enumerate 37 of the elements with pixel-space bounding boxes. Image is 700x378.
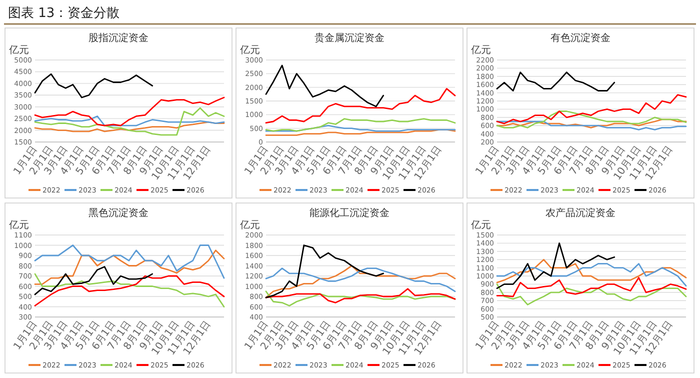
chart-title: 能源化工沉淀资金 <box>310 207 390 219</box>
line-series <box>496 263 687 287</box>
line-series <box>496 94 687 124</box>
line-series <box>496 276 687 298</box>
line-series <box>265 288 456 304</box>
line-series <box>34 250 225 285</box>
y-axis-title: 亿元 <box>470 220 491 231</box>
y-axis-title: 亿元 <box>239 45 260 56</box>
line-series <box>265 88 456 124</box>
line-series <box>34 266 154 296</box>
text: 图表 13：资金分散 <box>8 6 120 21</box>
y-axis-title: 亿元 <box>8 45 29 56</box>
line-series <box>265 118 456 132</box>
chart-title: 股指沉淀资金 <box>88 32 148 44</box>
line-series <box>34 116 225 126</box>
line-series <box>34 107 225 136</box>
line-series <box>496 258 687 284</box>
line-series <box>496 110 687 128</box>
line-series <box>496 284 687 306</box>
line-series <box>496 72 616 92</box>
line-series <box>34 96 225 126</box>
line-series <box>265 64 384 108</box>
chart-title: 农产品沉淀资金 <box>546 207 616 219</box>
y-axis-title: 亿元 <box>239 220 260 231</box>
chart-title: 贵金属沉淀资金 <box>314 32 384 44</box>
line-series <box>34 121 225 132</box>
line-series <box>265 265 456 298</box>
chart-title: 有色沉淀资金 <box>550 32 610 44</box>
y-axis-title: 亿元 <box>470 45 491 56</box>
y-axis-title: 亿元 <box>8 220 29 231</box>
line-series <box>265 244 384 298</box>
line-series <box>34 244 225 279</box>
line-series <box>265 268 456 292</box>
chart-title: 黑色沉淀资金 <box>88 207 148 219</box>
line-series <box>265 290 456 306</box>
line-series <box>34 73 154 98</box>
line-series <box>496 242 616 289</box>
